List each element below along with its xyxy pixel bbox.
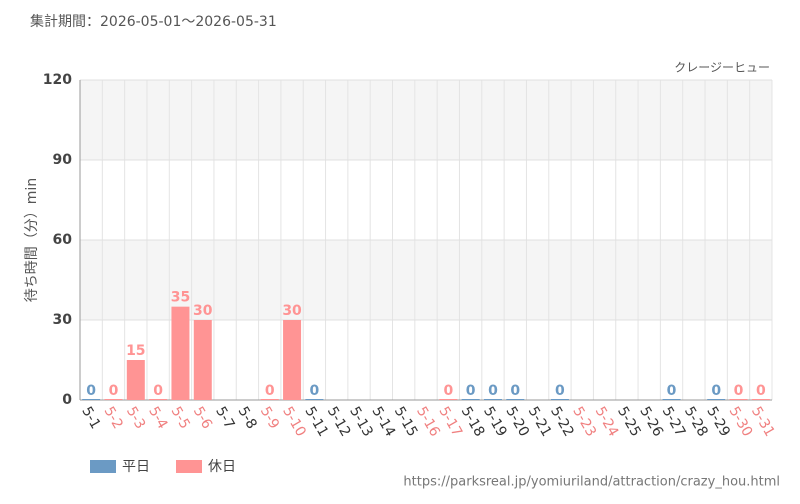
legend-label: 平日 xyxy=(122,459,150,475)
bar xyxy=(483,399,502,400)
value-label: 0 xyxy=(153,383,163,399)
x-tick-label: 5-8 xyxy=(234,404,259,432)
y-tick-label: 120 xyxy=(43,72,72,88)
bar xyxy=(305,399,324,400)
legend-swatch xyxy=(90,460,116,473)
bar xyxy=(461,399,480,400)
value-label: 0 xyxy=(265,383,275,399)
bar xyxy=(707,399,726,400)
annotation: クレージーヒュー xyxy=(674,61,770,75)
bar xyxy=(171,306,190,400)
value-label: 0 xyxy=(310,383,320,399)
y-tick-label: 30 xyxy=(53,312,73,328)
x-tick-label: 5-31 xyxy=(748,404,778,440)
bar xyxy=(104,399,123,400)
bar xyxy=(729,399,748,400)
source-url: https://parksreal.jp/yomiuriland/attract… xyxy=(403,475,780,490)
value-label: 0 xyxy=(443,383,453,399)
value-label: 30 xyxy=(193,303,213,319)
value-label: 0 xyxy=(734,383,744,399)
bar xyxy=(149,399,168,400)
value-label: 0 xyxy=(711,383,721,399)
bar xyxy=(126,360,145,400)
value-label: 0 xyxy=(510,383,520,399)
value-label: 0 xyxy=(488,383,498,399)
bar xyxy=(751,399,770,400)
period-header: 集計期間：2026-05-01～2026-05-31 xyxy=(30,13,277,30)
legend-swatch xyxy=(176,460,202,473)
x-tick-label: 5-7 xyxy=(212,404,237,432)
x-tick-label: 5-1 xyxy=(78,404,103,432)
bar xyxy=(662,399,681,400)
value-label: 0 xyxy=(86,383,96,399)
value-label: 0 xyxy=(466,383,476,399)
bar xyxy=(82,399,101,400)
value-label: 0 xyxy=(667,383,677,399)
legend-label: 休日 xyxy=(208,459,236,475)
x-tick-label: 5-5 xyxy=(168,404,193,432)
plot-band xyxy=(80,240,772,320)
plot-band xyxy=(80,80,772,160)
x-tick-label: 5-3 xyxy=(123,404,148,432)
y-tick-label: 60 xyxy=(53,232,73,248)
x-tick-label: 5-2 xyxy=(101,404,126,432)
value-label: 15 xyxy=(126,343,145,359)
value-label: 0 xyxy=(109,383,119,399)
bar xyxy=(439,399,458,400)
y-tick-label: 0 xyxy=(62,392,72,408)
x-tick-label: 5-6 xyxy=(190,404,215,432)
value-label: 0 xyxy=(555,383,565,399)
x-tick-label: 5-4 xyxy=(145,404,170,432)
y-tick-label: 90 xyxy=(53,152,73,168)
bar xyxy=(283,320,302,400)
value-label: 35 xyxy=(171,290,190,306)
y-axis-label: 待ち時間（分）min xyxy=(24,178,40,302)
bar xyxy=(550,399,569,400)
bar xyxy=(193,320,212,400)
value-label: 30 xyxy=(282,303,302,319)
x-tick-label: 5-9 xyxy=(257,404,282,432)
bar xyxy=(506,399,525,400)
value-label: 0 xyxy=(756,383,766,399)
bar xyxy=(260,399,279,400)
